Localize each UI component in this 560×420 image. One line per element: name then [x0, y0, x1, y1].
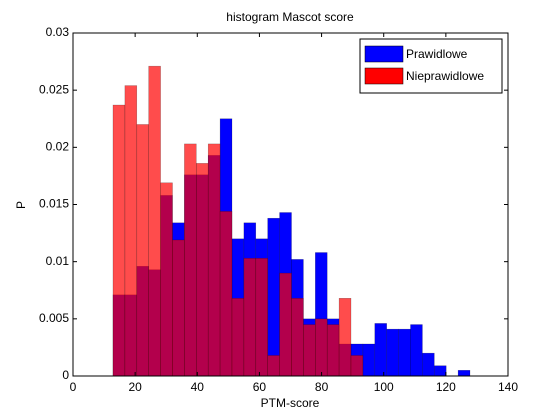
legend-swatch: [364, 67, 404, 85]
x-tick-label: 60: [253, 380, 267, 394]
histogram-bar: [338, 298, 352, 377]
histogram-bar: [303, 324, 316, 377]
histogram-bar: [398, 328, 411, 377]
x-tick-label: 100: [374, 380, 394, 394]
histogram-bar: [243, 257, 257, 377]
y-tick-label: 0.01: [46, 254, 70, 268]
x-tick-label: 40: [191, 380, 205, 394]
histogram-bar: [172, 239, 185, 377]
legend-label: Prawidlowe: [406, 47, 468, 61]
histogram-bar: [124, 85, 138, 377]
histogram-bar: [148, 65, 161, 377]
x-tick-label: 140: [498, 380, 518, 394]
legend-label: Nieprawidlowe: [406, 69, 484, 83]
y-tick-label: 0.015: [39, 197, 69, 211]
histogram-bar: [160, 182, 173, 377]
histogram-bar: [350, 355, 364, 377]
histogram-bar: [374, 323, 387, 377]
histogram-bar: [279, 272, 292, 377]
y-tick-label: 0.025: [39, 82, 69, 96]
y-tick-label: 0: [62, 368, 69, 382]
x-tick-label: 80: [315, 380, 329, 394]
y-tick-label: 0.02: [46, 140, 70, 154]
y-axis-label: P: [14, 201, 28, 209]
histogram-bar: [219, 211, 233, 377]
x-tick-label: 0: [70, 380, 77, 394]
histogram-bar: [267, 217, 280, 377]
histogram-bar: [255, 257, 268, 377]
histogram-bar: [422, 352, 435, 377]
histogram-bar: [231, 298, 245, 377]
y-tick-label: 0.03: [46, 25, 70, 39]
histogram-bar: [112, 104, 126, 377]
histogram-bar: [196, 163, 209, 377]
x-tick-label: 120: [436, 380, 456, 394]
chart-title: histogram Mascot score: [226, 10, 354, 24]
x-tick-label: 20: [128, 380, 142, 394]
y-tick-label: 0.005: [39, 311, 69, 325]
histogram-bar: [136, 124, 149, 377]
histogram-bar: [386, 328, 399, 377]
histogram-bar: [326, 324, 340, 377]
x-axis-label: PTM-score: [261, 396, 320, 410]
legend-swatch: [364, 45, 404, 63]
histogram-bar: [434, 365, 447, 377]
histogram-bar: [410, 324, 423, 377]
histogram-bar: [362, 343, 376, 377]
histogram-bar: [184, 143, 197, 377]
histogram-bar: [457, 370, 471, 377]
histogram-bar: [291, 298, 304, 377]
histogram-bar: [267, 355, 280, 377]
histogram-bar: [207, 143, 221, 377]
histogram-bar: [315, 318, 328, 377]
